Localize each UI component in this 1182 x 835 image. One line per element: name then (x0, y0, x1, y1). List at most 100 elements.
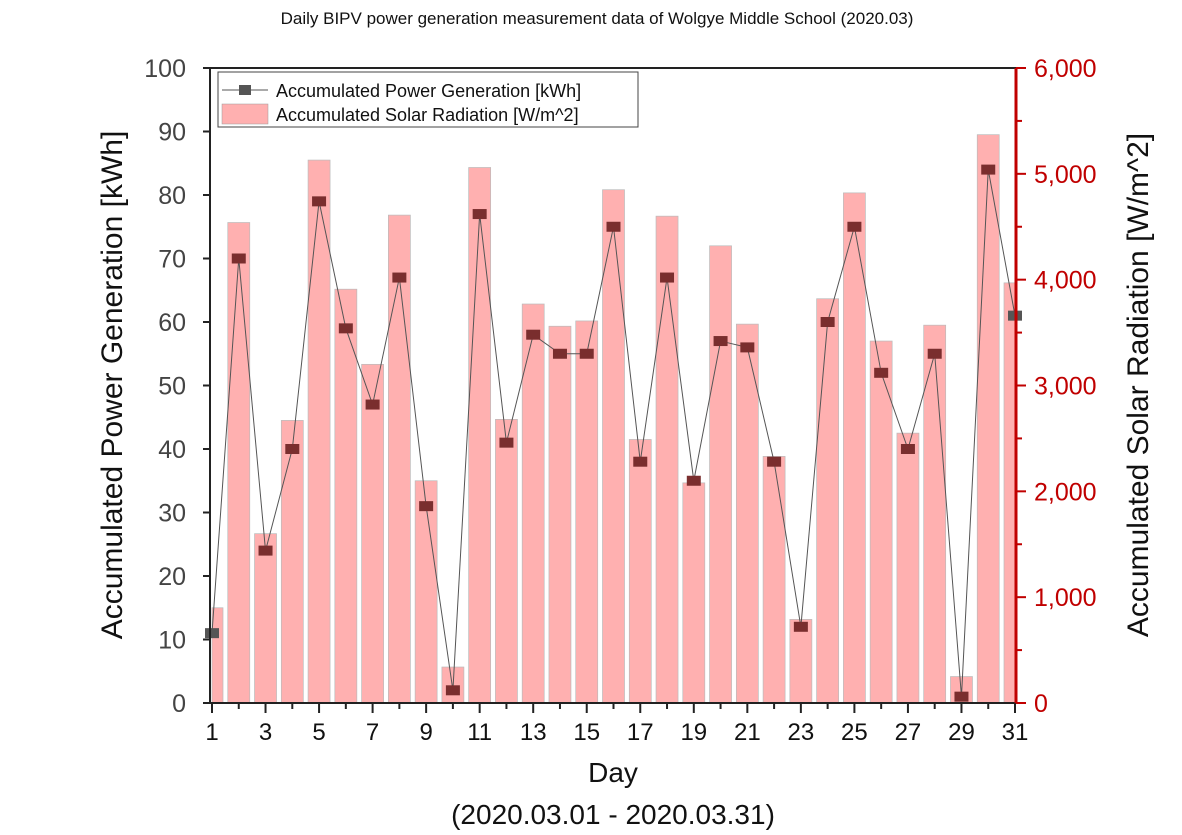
right-tick-label: 6,000 (1034, 55, 1097, 83)
left-tick-label: 90 (158, 119, 186, 147)
bar (254, 533, 277, 704)
data-point (713, 336, 728, 347)
x-tick-label: 17 (627, 719, 654, 746)
data-point (633, 456, 648, 467)
left-tick-label: 80 (158, 182, 186, 210)
x-tick-label: 3 (259, 719, 272, 746)
left-axis-ticks: 0 10 20 30 40 50 60 70 80 90 100 (144, 55, 210, 718)
bar (468, 167, 492, 704)
data-point (660, 272, 675, 283)
legend-bar-swatch (221, 103, 269, 125)
data-point (419, 501, 434, 512)
bar (361, 363, 384, 704)
data-point (338, 323, 353, 334)
bar (976, 134, 1000, 704)
bar (682, 482, 706, 704)
bar (575, 320, 599, 704)
data-point (445, 685, 460, 696)
data-point (579, 348, 594, 359)
x-axis-ticks: 1 3 5 7 9 11 13 15 17 19 21 23 25 27 29 31 (205, 703, 1028, 746)
bar (816, 298, 839, 704)
right-tick-label: 3,000 (1034, 373, 1097, 401)
data-point (606, 221, 621, 232)
data-point (258, 545, 273, 556)
legend-bar-label: Accumulated Solar Radiation [W/m^2] (276, 105, 579, 125)
bar (709, 245, 732, 704)
left-tick-label: 20 (158, 563, 186, 591)
bar (628, 439, 652, 704)
left-tick-label: 100 (144, 55, 186, 83)
data-point (767, 456, 782, 467)
legend: Accumulated Power Generation [kWh] Accum… (217, 71, 639, 128)
x-tick-label: 31 (1002, 719, 1029, 746)
bar (1003, 282, 1016, 704)
data-point (392, 272, 407, 283)
x-tick-label: 15 (573, 719, 600, 746)
bar (762, 456, 786, 704)
x-tick-label: 5 (312, 719, 325, 746)
bar (414, 480, 438, 704)
data-point (205, 628, 219, 639)
left-tick-label: 60 (158, 309, 186, 337)
legend-line-label: Accumulated Power Generation [kWh] (276, 81, 581, 101)
data-point (900, 444, 915, 454)
y-axis-left-label: Accumulated Power Generation [kWh] (96, 131, 129, 640)
data-point (981, 164, 996, 175)
bar (655, 215, 679, 704)
right-tick-label: 2,000 (1034, 478, 1097, 506)
bar-series (211, 134, 1016, 704)
bar (307, 159, 331, 704)
data-point (686, 475, 701, 486)
right-axis-ticks: 0 1,000 2,000 3,000 4,000 5,000 6,000 (1016, 55, 1097, 718)
left-tick-label: 70 (158, 246, 186, 274)
bar (602, 189, 625, 704)
bar (388, 214, 411, 704)
x-tick-label: 7 (366, 719, 379, 746)
bar (495, 419, 518, 704)
data-point (499, 437, 514, 448)
bar (789, 619, 813, 704)
left-tick-label: 30 (158, 500, 186, 528)
x-tick-label: 13 (520, 719, 547, 746)
bar (211, 607, 224, 704)
x-tick-label: 19 (680, 719, 707, 746)
x-tick-label: 1 (205, 719, 218, 746)
x-tick-label: 23 (788, 719, 815, 746)
right-tick-label: 4,000 (1034, 267, 1097, 295)
data-point (927, 348, 942, 359)
bar (548, 325, 572, 704)
x-axis-sublabel: (2020.03.01 - 2020.03.31) (451, 799, 775, 830)
x-tick-label: 9 (419, 719, 432, 746)
y-axis-right-label: Accumulated Solar Radiation [W/m^2] (1122, 133, 1155, 637)
data-point (285, 444, 300, 454)
data-point (847, 221, 862, 232)
x-tick-label: 27 (895, 719, 922, 746)
x-tick-label: 25 (841, 719, 868, 746)
data-point (954, 691, 969, 702)
data-point (231, 253, 246, 264)
left-tick-label: 50 (158, 373, 186, 401)
line-series (205, 164, 1022, 702)
x-axis-label: Day (588, 757, 638, 788)
x-tick-label: 21 (734, 719, 761, 746)
data-point (312, 196, 327, 207)
data-point (740, 342, 755, 353)
right-tick-label: 0 (1034, 690, 1048, 718)
data-point (526, 329, 541, 340)
bar (280, 420, 304, 704)
x-tick-label: 11 (467, 719, 492, 746)
left-tick-label: 0 (172, 690, 186, 718)
legend-line-marker (239, 85, 251, 95)
x-tick-label: 29 (948, 719, 975, 746)
data-point (874, 367, 889, 378)
data-point (820, 317, 835, 327)
left-tick-label: 10 (158, 627, 186, 655)
data-point (552, 348, 567, 359)
data-point (793, 621, 808, 632)
data-point (472, 209, 487, 220)
chart-title: Daily BIPV power generation measurement … (281, 9, 914, 28)
bar (896, 432, 920, 704)
left-tick-label: 40 (158, 436, 186, 464)
data-point (365, 399, 380, 410)
